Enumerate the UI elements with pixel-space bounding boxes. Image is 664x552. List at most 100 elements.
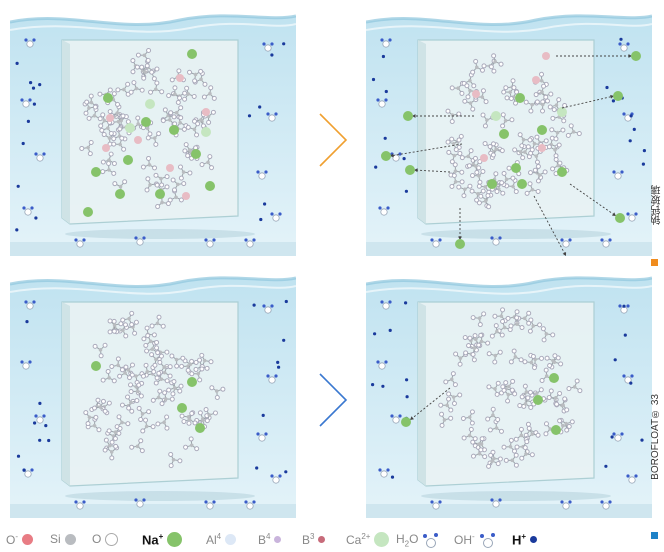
glass-diagram [366, 8, 652, 256]
tetrahedron [201, 85, 217, 101]
hydrogen-ion [31, 86, 36, 90]
tetrahedron [527, 317, 543, 334]
water-molecule [20, 98, 32, 108]
panel-borofloat-after [366, 270, 652, 518]
tetrahedron [456, 183, 473, 199]
water-molecule [626, 474, 638, 484]
tetrahedron [532, 167, 548, 184]
ion [102, 144, 110, 152]
water-molecule [430, 238, 442, 248]
water-molecule [626, 212, 638, 222]
ion [538, 144, 546, 152]
tetrahedron [145, 131, 162, 147]
tetrahedron [106, 425, 123, 442]
water-molecule [256, 170, 268, 180]
tetrahedron [153, 370, 170, 386]
sodium-ion [403, 111, 413, 121]
tetrahedron [460, 409, 475, 426]
tetrahedron [523, 99, 540, 114]
tetrahedron [83, 99, 98, 116]
water-molecule [600, 238, 612, 248]
glass-network [438, 307, 583, 469]
legend-item: Al4 [206, 532, 237, 547]
hydrogen-ion [373, 332, 377, 336]
arrow-head [458, 236, 462, 240]
tetrahedron [102, 437, 119, 453]
tetrahedron [111, 135, 127, 152]
tetrahedron [135, 47, 152, 63]
hydrogen-ion [623, 333, 627, 337]
hydrogen-ion [641, 162, 645, 166]
water-molecule [378, 206, 390, 216]
tetrahedron [492, 307, 508, 324]
tetrahedron [467, 332, 484, 348]
tetrahedron [107, 318, 124, 334]
legend-label: B4 [258, 532, 271, 547]
ion [202, 108, 210, 116]
exchange-arrow [561, 95, 615, 109]
hydrogen-ion [402, 157, 406, 161]
ion [549, 373, 559, 383]
hydrogen-ion [384, 89, 388, 94]
tetrahedron [168, 451, 183, 469]
tetrahedron [470, 311, 487, 328]
hydrogen-ion [44, 424, 48, 428]
water-molecule [390, 414, 402, 424]
legend-item: OH- [454, 532, 497, 548]
tetrahedron [140, 362, 157, 379]
tetrahedron [524, 181, 541, 196]
water-molecule [34, 152, 46, 162]
tetrahedron [519, 383, 535, 400]
exchange-arrow [409, 387, 451, 421]
hydrogen-ion [25, 320, 29, 324]
ion [182, 192, 190, 200]
water-molecule [560, 238, 572, 248]
water-molecule [204, 238, 216, 248]
arrow-head [414, 168, 418, 173]
tetrahedron [476, 193, 492, 210]
tetrahedron [148, 80, 165, 95]
glass-diagram [10, 270, 296, 518]
tetrahedron [129, 438, 145, 454]
legend-label: OH- [454, 532, 475, 547]
tetrahedron [139, 64, 155, 81]
tetrahedron [209, 385, 226, 400]
hydrogen-ion [605, 85, 609, 90]
hydrogen-ion [405, 378, 409, 382]
tetrahedron [501, 437, 517, 454]
wave-line [10, 14, 296, 26]
hydrogen-ion [642, 149, 646, 153]
ion [480, 154, 488, 162]
ion [491, 111, 501, 121]
hydrogen-ion [247, 114, 252, 118]
hydrogen-ion [371, 383, 375, 387]
glass-diagram [10, 8, 296, 256]
hydrogen-ion [26, 119, 30, 123]
tetrahedron [546, 390, 563, 407]
ion [537, 125, 547, 135]
glass-edge [418, 302, 426, 486]
side-label-text: BOROFLOAT® 33 [650, 394, 661, 480]
tetrahedron [178, 164, 193, 181]
arrow-head [410, 416, 414, 420]
tetrahedron [155, 414, 170, 431]
hydrogen-ion [34, 216, 38, 220]
tetrahedron [500, 112, 515, 129]
legend-item: B4 [258, 532, 282, 547]
sodium-ion-icon [167, 532, 183, 548]
hydrogen-ion [284, 470, 288, 474]
ion [201, 127, 211, 137]
glass-network [79, 47, 217, 210]
tetrahedron [540, 326, 556, 343]
tetrahedron [470, 58, 485, 75]
legend-item: Na+ [142, 532, 183, 548]
tetrahedron [517, 395, 534, 410]
water-molecule [20, 360, 32, 370]
ion [176, 74, 184, 82]
hydrogen-ion [390, 475, 395, 479]
water-molecule [380, 38, 392, 48]
side-label-borofloat: BOROFLOAT® 33 [650, 394, 664, 548]
ion [511, 163, 521, 173]
wave-highlight [366, 284, 652, 295]
glass-slab [61, 301, 239, 487]
